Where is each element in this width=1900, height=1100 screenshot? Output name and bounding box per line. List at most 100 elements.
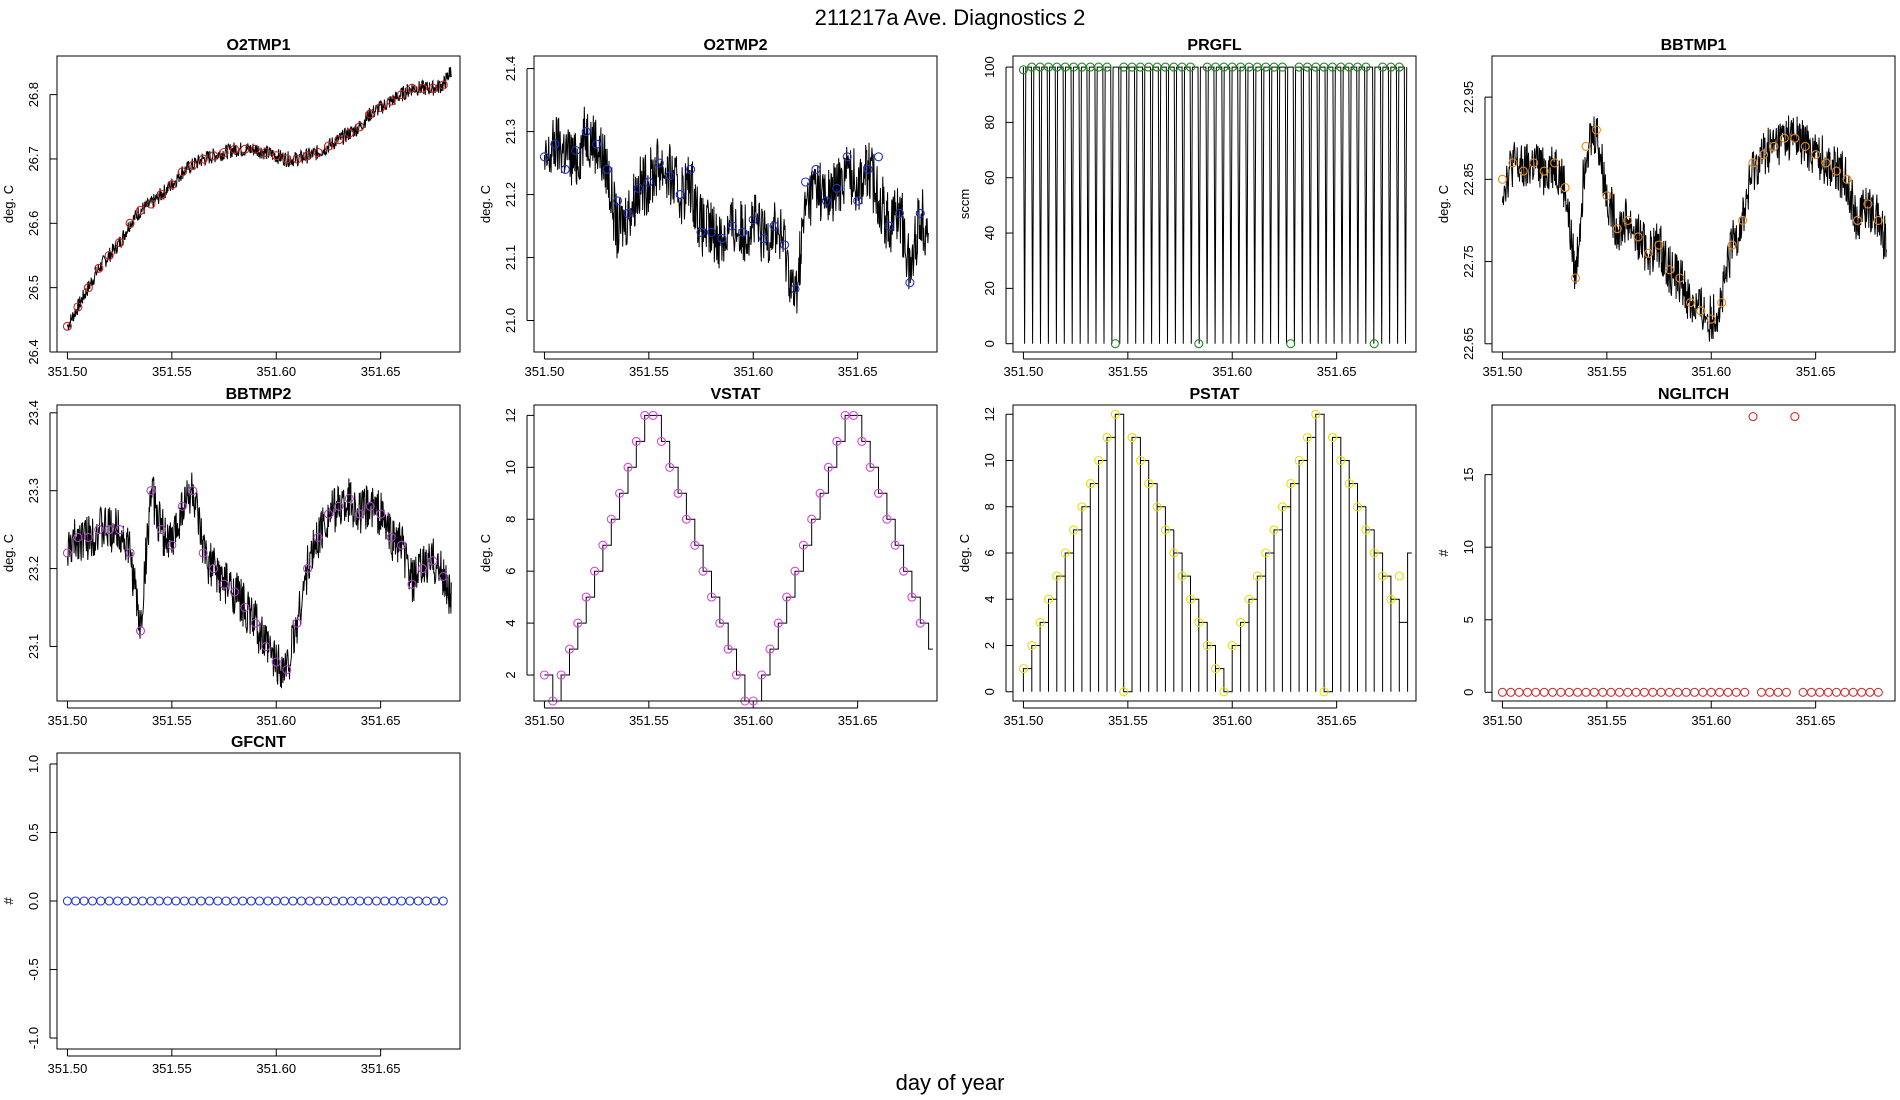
data-point bbox=[564, 644, 575, 654]
data-point bbox=[1311, 409, 1321, 419]
data-point bbox=[790, 566, 800, 576]
y-tick-label: 21.2 bbox=[503, 182, 518, 207]
y-tick-label: 10 bbox=[503, 460, 518, 474]
data-point bbox=[832, 183, 842, 193]
data-point bbox=[717, 234, 727, 244]
data-point bbox=[146, 486, 156, 496]
data-point bbox=[1612, 224, 1622, 234]
data-point bbox=[1840, 687, 1850, 697]
data-point bbox=[246, 896, 256, 906]
y-tick-label: 4 bbox=[503, 619, 518, 626]
data-point bbox=[62, 548, 72, 558]
data-point bbox=[1102, 62, 1112, 72]
data-point bbox=[386, 532, 396, 542]
data-point bbox=[104, 525, 114, 535]
x-tick-label: 351.65 bbox=[361, 713, 401, 728]
data-point bbox=[1715, 687, 1725, 697]
y-tick-label: 26.6 bbox=[26, 211, 41, 236]
panels-container: O2TMP1 deg. C 351.50 351.55 351.60 351.65 26.4… bbox=[1, 37, 1896, 1076]
data-point bbox=[644, 177, 654, 187]
data-point bbox=[815, 488, 825, 498]
data-point bbox=[882, 514, 892, 524]
data-point bbox=[800, 177, 811, 187]
data-point bbox=[1127, 432, 1137, 442]
data-point bbox=[1831, 166, 1842, 176]
data-point bbox=[344, 128, 354, 138]
panel-title-o2tmp1: O2TMP1 bbox=[226, 37, 290, 54]
figure-title: 211217a Ave. Diagnostics 2 bbox=[815, 5, 1086, 30]
data-point bbox=[417, 564, 427, 574]
data-point bbox=[1698, 687, 1708, 697]
data-point bbox=[1369, 548, 1379, 558]
x-tick-label: 351.50 bbox=[525, 713, 565, 728]
data-point bbox=[219, 147, 229, 158]
data-point bbox=[334, 135, 344, 145]
x-tick-label: 351.65 bbox=[361, 364, 401, 379]
data-point bbox=[686, 164, 696, 174]
data-point bbox=[706, 592, 717, 602]
data-point bbox=[1394, 571, 1404, 581]
panel-title-pstat: PSTAT bbox=[1189, 386, 1239, 403]
data-point bbox=[1656, 687, 1666, 697]
data-point bbox=[573, 618, 583, 628]
x-tick-label: 351.50 bbox=[48, 364, 88, 379]
data-point bbox=[380, 896, 390, 906]
data-point bbox=[1110, 339, 1120, 349]
y-axis-label-bbtmp2: deg. C bbox=[1, 534, 16, 572]
data-point bbox=[330, 896, 340, 906]
data-point bbox=[1378, 571, 1388, 581]
x-tick-label: 351.50 bbox=[1483, 713, 1523, 728]
data-point bbox=[769, 221, 779, 231]
data-point bbox=[590, 566, 600, 576]
data-point bbox=[1369, 339, 1379, 349]
data-point bbox=[612, 196, 623, 206]
series-line-vstat bbox=[544, 414, 933, 702]
y-tick-label: 0 bbox=[1461, 689, 1476, 696]
data-point bbox=[196, 896, 206, 906]
panel-title-o2tmp2: O2TMP2 bbox=[703, 37, 767, 54]
data-point bbox=[1731, 687, 1741, 697]
data-point bbox=[675, 190, 685, 200]
data-point bbox=[363, 896, 373, 906]
data-point bbox=[1811, 150, 1821, 160]
x-tick-label: 351.50 bbox=[48, 1061, 88, 1076]
plot-frame-gfcnt bbox=[56, 752, 461, 1050]
data-point bbox=[376, 509, 386, 519]
data-point bbox=[1160, 525, 1170, 535]
y-tick-label: 21.4 bbox=[503, 56, 518, 81]
data-point bbox=[1077, 502, 1087, 512]
data-point bbox=[261, 641, 271, 652]
data-point bbox=[323, 509, 334, 519]
plot-frame-vstat bbox=[533, 404, 938, 702]
x-tick-label: 351.60 bbox=[256, 713, 296, 728]
x-tick-label: 351.65 bbox=[838, 364, 878, 379]
data-point bbox=[303, 151, 313, 161]
panel-bbtmp1: BBTMP1 deg. C 351.50 351.55 351.60 351.65 22.6… bbox=[1436, 37, 1896, 379]
data-point bbox=[83, 283, 93, 293]
data-point bbox=[1548, 687, 1558, 697]
data-point bbox=[271, 896, 281, 906]
data-point bbox=[592, 139, 602, 149]
panel-title-nglitch: NGLITCH bbox=[1658, 386, 1729, 403]
data-point bbox=[355, 509, 365, 519]
data-point bbox=[83, 532, 93, 542]
plot-area-vstat bbox=[539, 410, 933, 706]
panel-vstat: VSTAT deg. C 351.50 351.55 351.60 351.65 2 4 6 8 1… bbox=[478, 386, 938, 728]
y-tick-label: 8 bbox=[982, 503, 997, 510]
data-point bbox=[1831, 687, 1842, 697]
data-point bbox=[1110, 409, 1120, 419]
data-point bbox=[1717, 298, 1727, 308]
data-point bbox=[907, 592, 917, 602]
data-point bbox=[62, 321, 72, 331]
y-tick-label: 10 bbox=[982, 453, 997, 467]
data-point bbox=[1169, 548, 1179, 558]
y-tick-label: 21.3 bbox=[503, 119, 518, 144]
data-point bbox=[405, 896, 415, 906]
data-point bbox=[371, 896, 382, 906]
data-point bbox=[857, 436, 867, 446]
data-point bbox=[71, 896, 81, 906]
y-tick-label: 4 bbox=[982, 596, 997, 603]
y-tick-label: 5 bbox=[1461, 616, 1476, 623]
data-point bbox=[884, 221, 894, 231]
data-point bbox=[631, 436, 641, 446]
